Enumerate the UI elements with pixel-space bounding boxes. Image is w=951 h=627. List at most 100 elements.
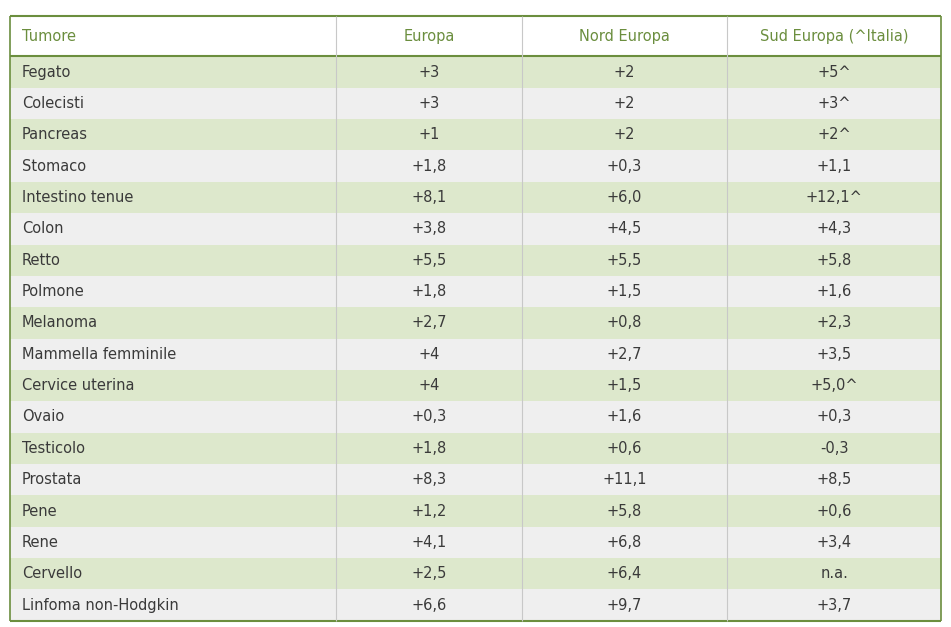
Bar bbox=[522, 276, 728, 307]
Text: Pancreas: Pancreas bbox=[22, 127, 87, 142]
Text: +3: +3 bbox=[418, 96, 439, 111]
Text: +2: +2 bbox=[613, 127, 635, 142]
Text: +2,5: +2,5 bbox=[411, 566, 447, 581]
Bar bbox=[522, 307, 728, 339]
Text: +5,8: +5,8 bbox=[607, 503, 642, 519]
Text: n.a.: n.a. bbox=[821, 566, 848, 581]
Bar bbox=[728, 433, 941, 464]
Bar bbox=[728, 339, 941, 370]
Text: +8,5: +8,5 bbox=[817, 472, 852, 487]
Text: Fegato: Fegato bbox=[22, 65, 71, 80]
Bar bbox=[522, 401, 728, 433]
Bar bbox=[728, 276, 941, 307]
Bar bbox=[10, 150, 336, 182]
Text: Pene: Pene bbox=[22, 503, 57, 519]
Bar bbox=[10, 401, 336, 433]
Text: +2: +2 bbox=[613, 65, 635, 80]
Text: +4,1: +4,1 bbox=[411, 535, 447, 550]
Text: +5,0^: +5,0^ bbox=[810, 378, 858, 393]
Bar bbox=[522, 558, 728, 589]
Text: +2^: +2^ bbox=[818, 127, 851, 142]
Text: Sud Europa (^Italia): Sud Europa (^Italia) bbox=[760, 29, 908, 43]
Bar bbox=[10, 558, 336, 589]
Text: Testicolo: Testicolo bbox=[22, 441, 85, 456]
Text: +1,5: +1,5 bbox=[607, 378, 642, 393]
Bar bbox=[728, 16, 941, 56]
Bar bbox=[728, 88, 941, 119]
Bar bbox=[728, 495, 941, 527]
Bar bbox=[522, 119, 728, 150]
Text: +3,8: +3,8 bbox=[412, 221, 446, 236]
Bar bbox=[728, 307, 941, 339]
Bar bbox=[336, 213, 522, 245]
Bar bbox=[522, 213, 728, 245]
Bar bbox=[10, 119, 336, 150]
Text: Cervice uterina: Cervice uterina bbox=[22, 378, 134, 393]
Bar bbox=[522, 433, 728, 464]
Bar bbox=[336, 56, 522, 88]
Text: Europa: Europa bbox=[403, 29, 455, 43]
Bar bbox=[10, 245, 336, 276]
Text: +2,3: +2,3 bbox=[817, 315, 852, 330]
Bar bbox=[10, 182, 336, 213]
Text: +9,7: +9,7 bbox=[607, 598, 642, 613]
Bar bbox=[10, 276, 336, 307]
Text: Colon: Colon bbox=[22, 221, 64, 236]
Bar bbox=[336, 119, 522, 150]
Text: +6,8: +6,8 bbox=[607, 535, 642, 550]
Text: +1,2: +1,2 bbox=[411, 503, 447, 519]
Text: +0,3: +0,3 bbox=[411, 409, 447, 424]
Text: +12,1^: +12,1^ bbox=[805, 190, 863, 205]
Text: +4: +4 bbox=[418, 378, 439, 393]
Bar bbox=[336, 558, 522, 589]
Bar bbox=[336, 589, 522, 621]
Bar bbox=[10, 16, 336, 56]
Text: Prostata: Prostata bbox=[22, 472, 82, 487]
Bar bbox=[522, 464, 728, 495]
Bar bbox=[10, 213, 336, 245]
Text: +3,5: +3,5 bbox=[817, 347, 852, 362]
Bar bbox=[522, 495, 728, 527]
Bar bbox=[10, 307, 336, 339]
Bar bbox=[728, 182, 941, 213]
Text: +1,8: +1,8 bbox=[411, 441, 447, 456]
Bar bbox=[522, 370, 728, 401]
Text: +2,7: +2,7 bbox=[411, 315, 447, 330]
Text: +4: +4 bbox=[418, 347, 439, 362]
Text: +4,3: +4,3 bbox=[817, 221, 852, 236]
Text: Linfoma non-Hodgkin: Linfoma non-Hodgkin bbox=[22, 598, 179, 613]
Bar bbox=[336, 276, 522, 307]
Bar bbox=[336, 245, 522, 276]
Text: Intestino tenue: Intestino tenue bbox=[22, 190, 133, 205]
Bar bbox=[336, 527, 522, 558]
Bar bbox=[728, 527, 941, 558]
Text: +0,3: +0,3 bbox=[607, 159, 642, 174]
Bar bbox=[522, 339, 728, 370]
Text: +3^: +3^ bbox=[818, 96, 851, 111]
Text: +8,1: +8,1 bbox=[411, 190, 447, 205]
Text: +1,6: +1,6 bbox=[817, 284, 852, 299]
Text: Colecisti: Colecisti bbox=[22, 96, 84, 111]
Text: +0,6: +0,6 bbox=[607, 441, 642, 456]
Text: +1,8: +1,8 bbox=[411, 284, 447, 299]
Bar bbox=[522, 88, 728, 119]
Bar bbox=[10, 464, 336, 495]
Text: +0,8: +0,8 bbox=[607, 315, 642, 330]
Text: +6,4: +6,4 bbox=[607, 566, 642, 581]
Text: +2,7: +2,7 bbox=[607, 347, 642, 362]
Text: +0,6: +0,6 bbox=[817, 503, 852, 519]
Bar bbox=[728, 558, 941, 589]
Text: +1,1: +1,1 bbox=[817, 159, 852, 174]
Bar bbox=[336, 182, 522, 213]
Text: +2: +2 bbox=[613, 96, 635, 111]
Bar bbox=[336, 307, 522, 339]
Text: +3,4: +3,4 bbox=[817, 535, 852, 550]
Text: +11,1: +11,1 bbox=[602, 472, 647, 487]
Text: +1,6: +1,6 bbox=[607, 409, 642, 424]
Bar bbox=[336, 370, 522, 401]
Bar bbox=[728, 370, 941, 401]
Text: +6,0: +6,0 bbox=[607, 190, 642, 205]
Bar bbox=[522, 589, 728, 621]
Bar bbox=[728, 589, 941, 621]
Bar bbox=[336, 464, 522, 495]
